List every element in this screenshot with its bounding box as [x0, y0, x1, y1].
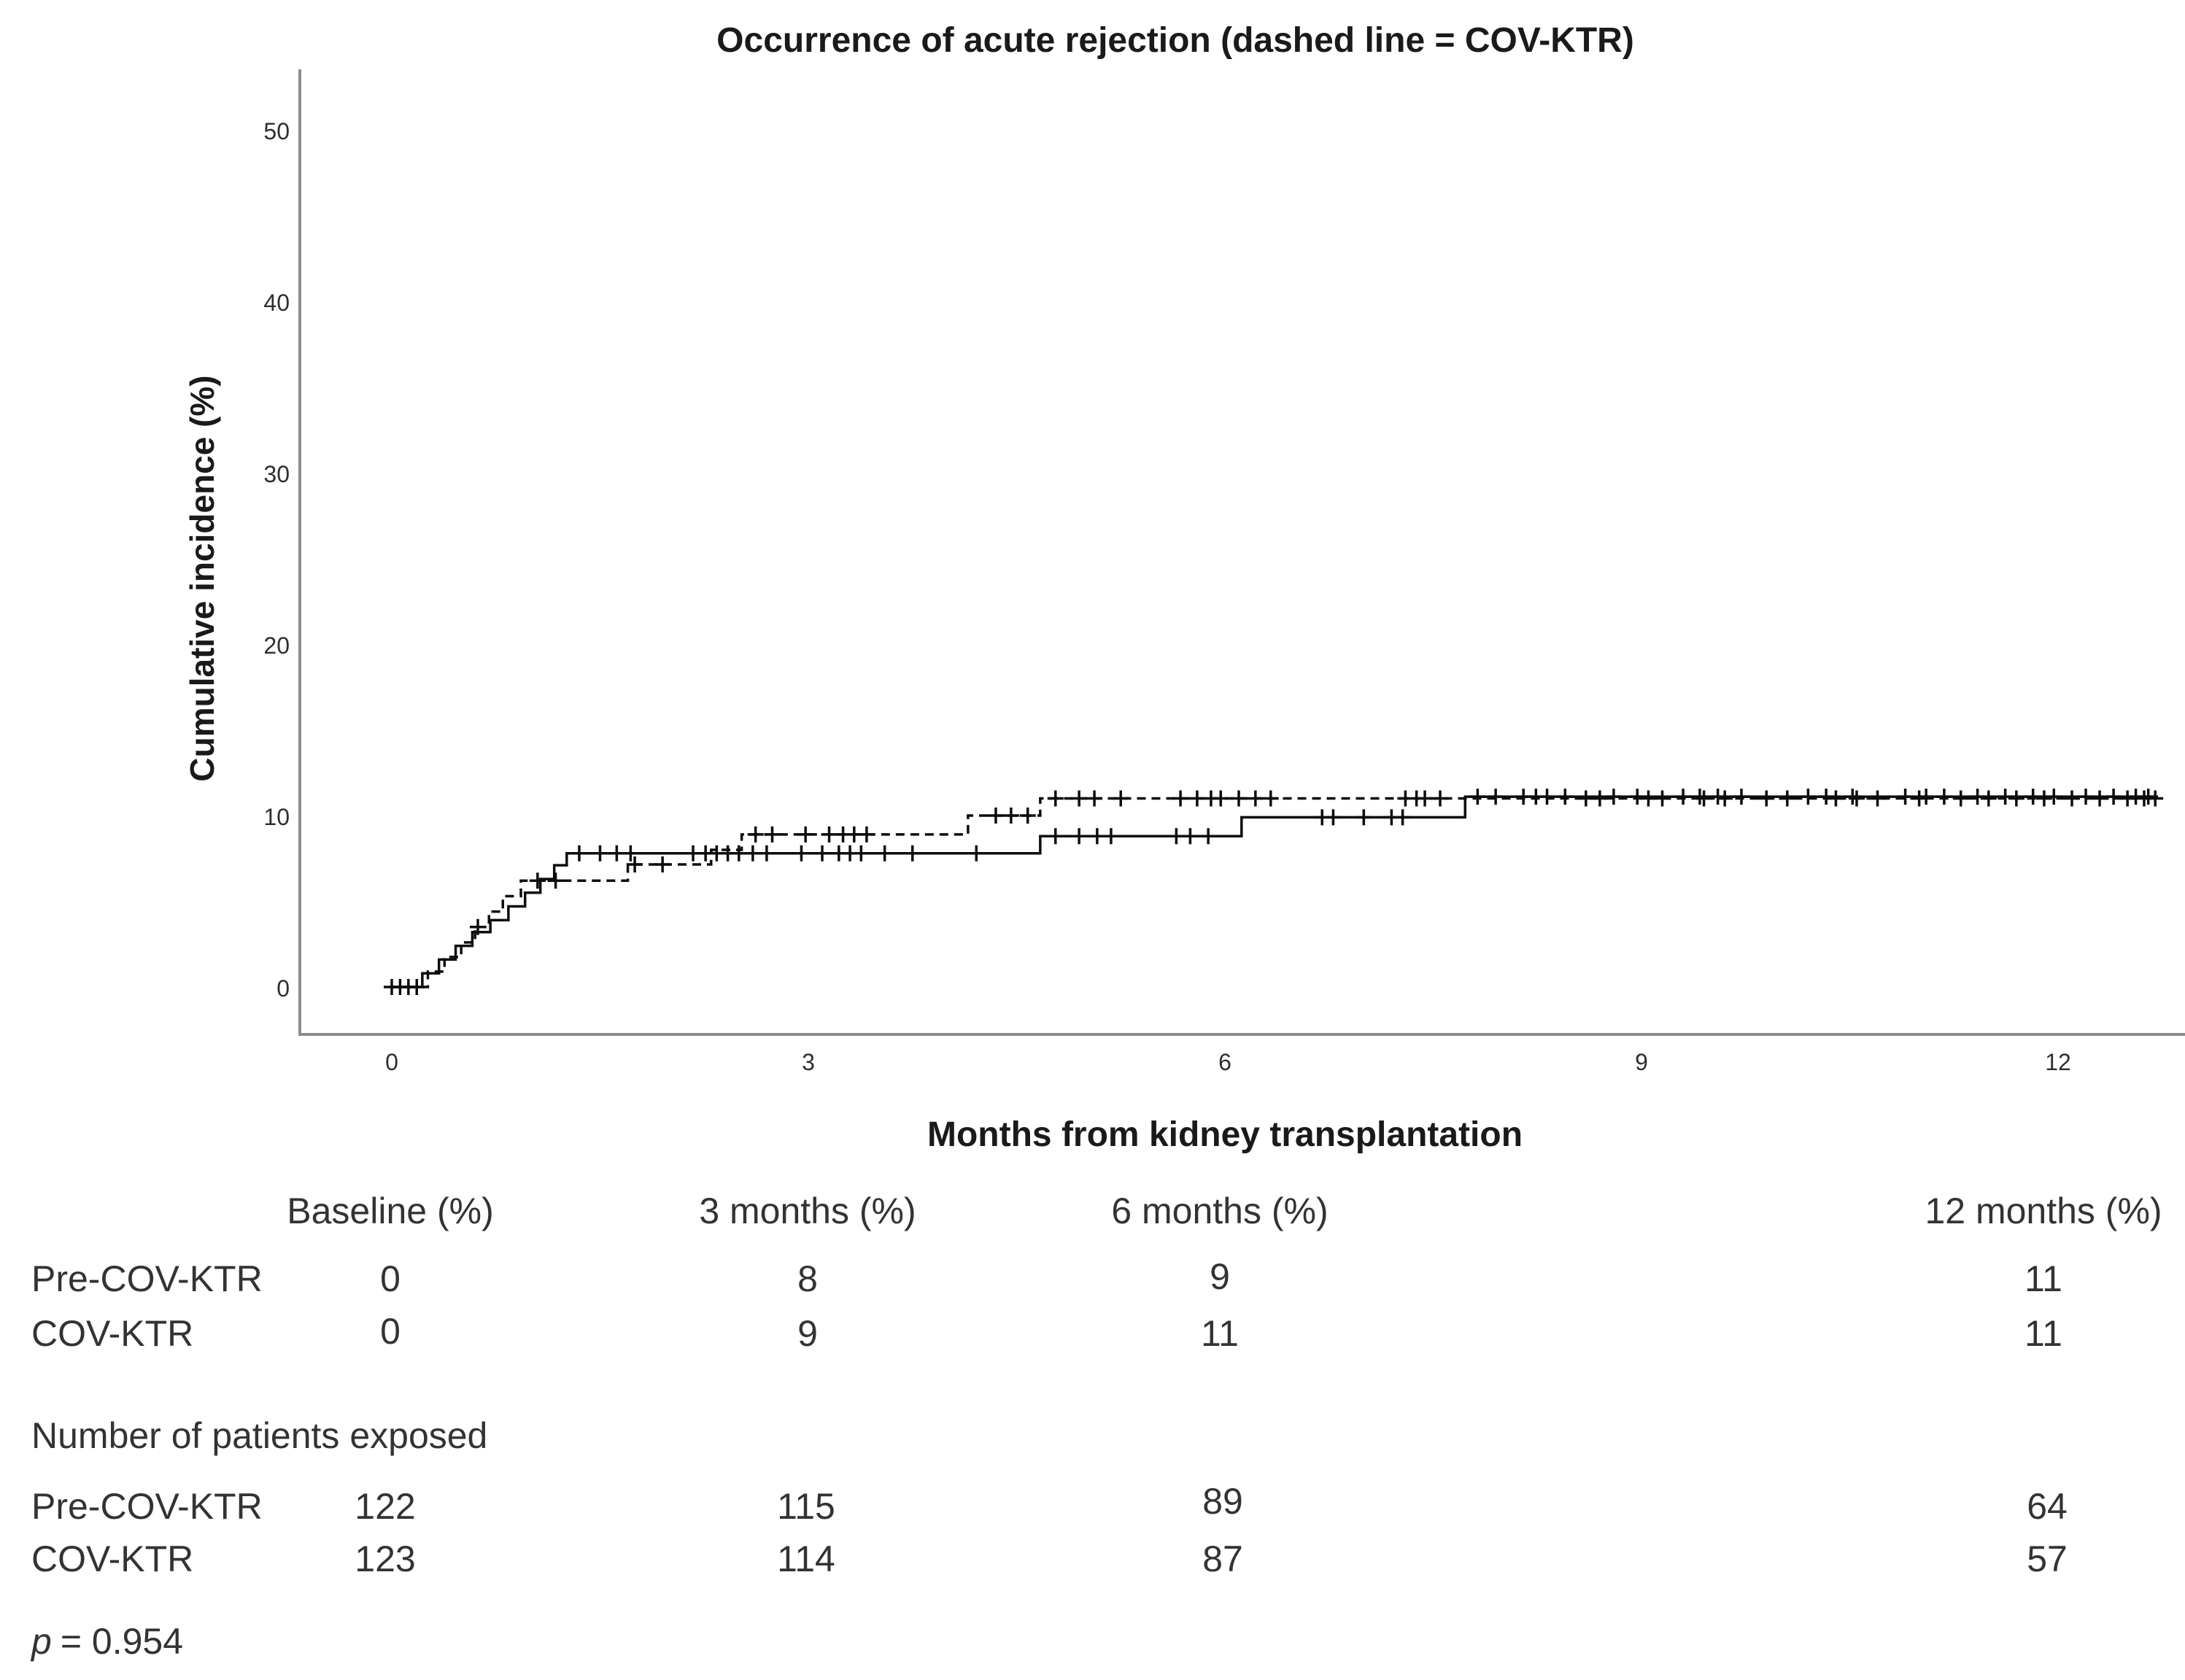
y-tick-label-10: 10 [263, 804, 290, 830]
col-header-12-months: 12 months (%) [1925, 1191, 2162, 1231]
incidence-pre-3mo: 8 [797, 1258, 818, 1299]
y-tick-label-50: 50 [263, 118, 290, 144]
km-curves [384, 789, 2164, 995]
x-axis-title: Months from kidney transplantation [927, 1115, 1523, 1154]
exposed-pre-3mo: 115 [777, 1486, 835, 1527]
incidence-pre-baseline: 0 [380, 1258, 401, 1299]
row-label-exposed-cov-ktr: COV-KTR [31, 1538, 194, 1579]
incidence-cov-12mo: 11 [2024, 1313, 2062, 1354]
x-tick-label-0: 0 [385, 1049, 398, 1075]
incidence-cov-3mo: 9 [797, 1313, 818, 1354]
col-header-3-months: 3 months (%) [699, 1191, 916, 1231]
incidence-cov-baseline: 0 [380, 1311, 401, 1352]
section-title-patients-exposed: Number of patients exposed [31, 1415, 488, 1456]
pre-cov-ktr-curve [392, 795, 2158, 988]
chart-title: Occurrence of acute rejection (dashed li… [716, 21, 1634, 60]
y-tick-label-20: 20 [263, 632, 290, 659]
exposed-pre-12mo: 64 [2027, 1486, 2068, 1527]
x-tick-label-3: 3 [802, 1049, 815, 1075]
row-label-cov-ktr: COV-KTR [31, 1313, 194, 1354]
exposed-pre-baseline: 122 [355, 1486, 416, 1527]
cov-ktr-curve [392, 797, 2158, 988]
p-value-text: = 0.954 [60, 1621, 184, 1662]
exposed-cov-12mo: 57 [2027, 1538, 2068, 1579]
row-label-exposed-pre-cov-ktr: Pre-COV-KTR [31, 1486, 263, 1527]
cov-ktr-censor-marks [392, 790, 2164, 995]
p-label: p [31, 1621, 52, 1662]
x-tick-label-12: 12 [2045, 1049, 2071, 1075]
x-tick-label-9: 9 [1635, 1049, 1648, 1075]
y-tick-label-40: 40 [263, 290, 290, 316]
exposed-cov-6mo: 87 [1202, 1538, 1243, 1579]
col-header-6-months: 6 months (%) [1111, 1191, 1329, 1231]
incidence-pre-12mo: 11 [2024, 1258, 2062, 1299]
incidence-pre-6mo: 9 [1210, 1256, 1230, 1297]
col-header-baseline: Baseline (%) [287, 1191, 494, 1231]
incidence-cov-6mo: 11 [1201, 1313, 1239, 1354]
row-label-pre-cov-ktr: Pre-COV-KTR [31, 1258, 263, 1299]
pre-cov-ktr-censor-marks [384, 789, 2157, 995]
y-tick-label-0: 0 [276, 975, 290, 1002]
exposed-cov-3mo: 114 [777, 1538, 835, 1579]
exposed-pre-6mo: 89 [1202, 1481, 1243, 1522]
exposed-cov-baseline: 123 [355, 1538, 416, 1579]
p-value: p = 0.954 [31, 1621, 183, 1662]
x-tick-label-6: 6 [1218, 1049, 1231, 1075]
y-tick-label-30: 30 [263, 461, 290, 487]
